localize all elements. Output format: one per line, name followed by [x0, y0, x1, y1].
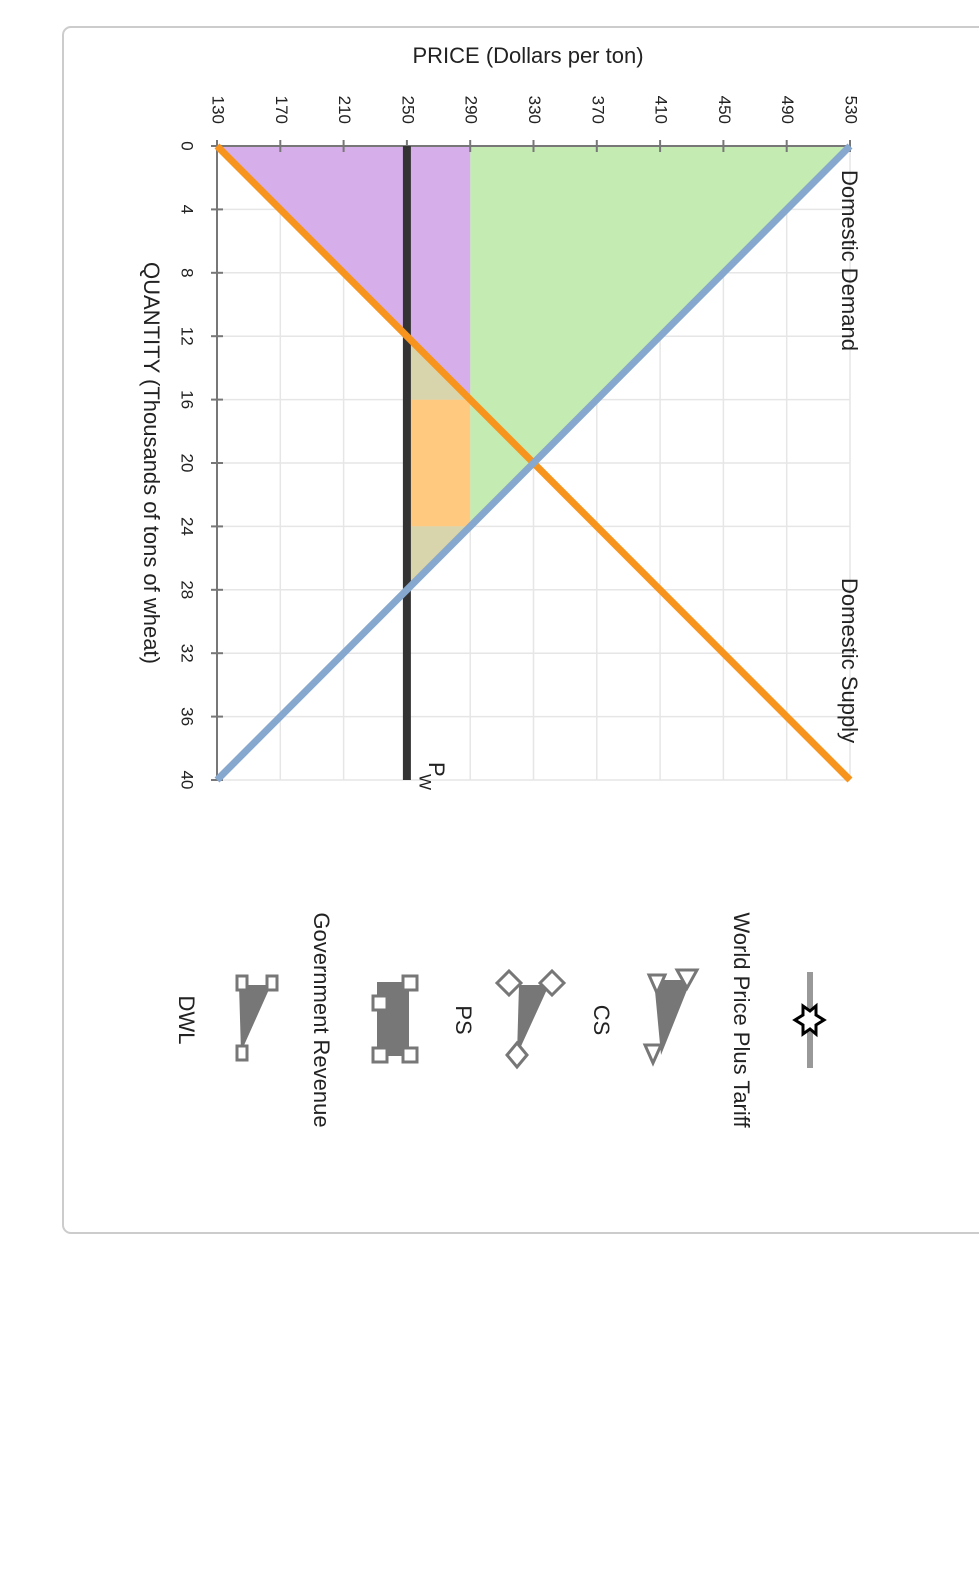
legend-label: Government Revenue	[309, 912, 334, 1127]
legend-icon-ps[interactable]	[494, 968, 567, 1070]
x-tick-label: 40	[178, 771, 197, 790]
plot-area: 130 170 210 250 290 330 370 410 450 490 530 0 4 8 12 16…	[178, 96, 863, 790]
y-tick-label: 370	[588, 96, 607, 124]
y-tick-label: 450	[715, 96, 734, 124]
line-label: Domestic Demand	[837, 170, 862, 351]
card	[62, 26, 979, 1234]
y-tick-label: 410	[652, 96, 671, 124]
area	[406, 399, 471, 527]
line-label: Domestic Supply	[837, 578, 862, 743]
legend-icon-cs[interactable]	[642, 968, 700, 1067]
series-line	[214, 143, 853, 783]
line-label-subscript: W	[415, 774, 434, 790]
y-tick-label: 170	[272, 96, 291, 124]
legend-label: CS	[589, 1005, 614, 1036]
y-tick-label: 130	[209, 96, 228, 124]
y-tick-label: 210	[335, 96, 354, 124]
x-tick-label: 0	[178, 141, 197, 150]
x-axis-label: QUANTITY (Thousands of tons of wheat)	[139, 262, 164, 664]
legend-icon-dwl[interactable]	[235, 974, 279, 1062]
x-tick-label: 28	[178, 580, 197, 599]
x-tick-label: 32	[178, 644, 197, 663]
x-tick-label: 16	[178, 390, 197, 409]
legend-icon-tariff[interactable]	[792, 972, 827, 1068]
x-tick-label: 24	[178, 517, 197, 536]
legend-label: World Price Plus Tariff	[729, 912, 754, 1128]
y-axis-label: PRICE (Dollars per ton)	[412, 43, 643, 68]
legend-icon-gov[interactable]	[371, 974, 419, 1064]
x-tick-label: 20	[178, 454, 197, 473]
y-tick-label: 330	[525, 96, 544, 124]
y-tick-label: 290	[462, 96, 481, 124]
x-tick-label: 36	[178, 707, 197, 726]
y-tick-label: 530	[842, 96, 861, 124]
y-tick-label: 250	[398, 96, 417, 124]
rotated-chart: 130 170 210 250 290 330 370 410 450 490 530 0 4 8 12 16…	[62, 26, 979, 1234]
x-tick-label: 12	[178, 327, 197, 346]
x-tick-label: 4	[178, 205, 197, 214]
line-label: P	[424, 762, 449, 777]
legend-label: DWL	[174, 996, 199, 1045]
x-tick-label: 8	[178, 268, 197, 277]
y-tick-label: 490	[778, 96, 797, 124]
legend-label: PS	[451, 1005, 476, 1034]
